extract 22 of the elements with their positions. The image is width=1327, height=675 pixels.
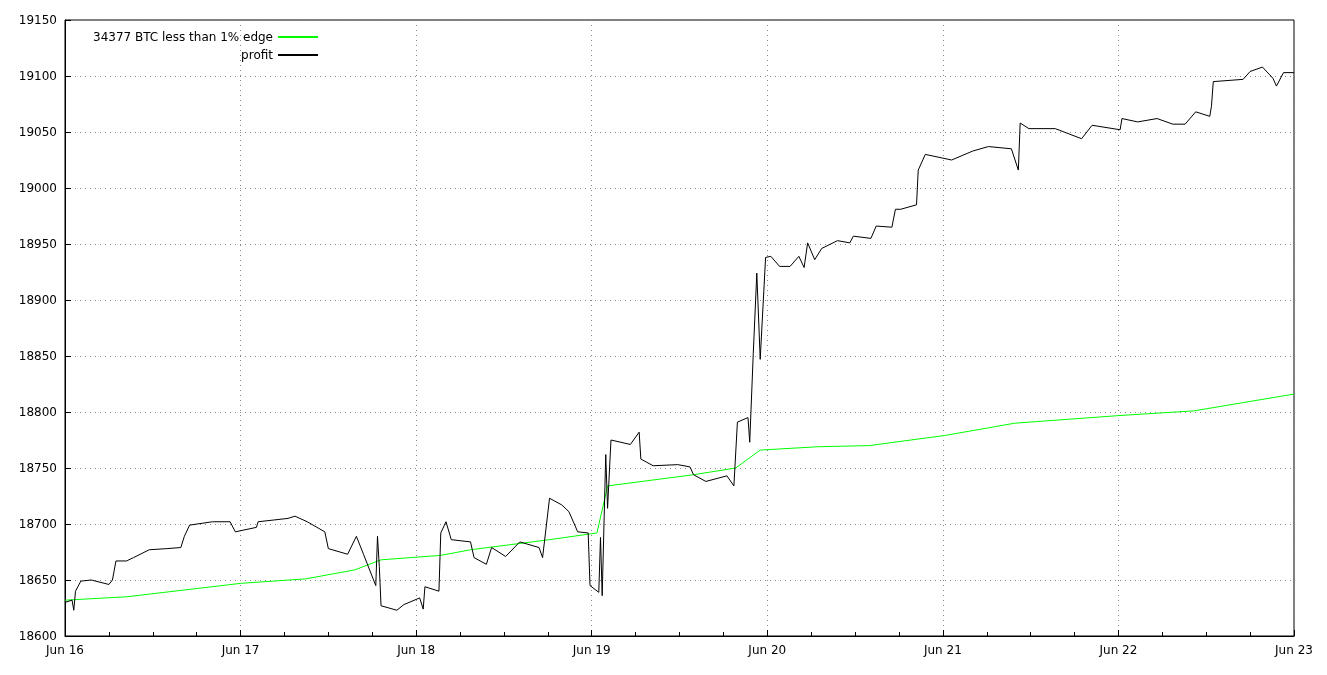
y-tick-label: 18700 [18,517,57,531]
y-tick-label: 18850 [18,349,57,363]
legend-label: 34377 BTC less than 1% edge [93,30,274,44]
x-tick-label: Jun 16 [45,643,84,657]
y-tick-label: 19100 [18,69,57,83]
y-tick-label: 18950 [18,237,57,251]
x-tick-label: Jun 20 [747,643,787,657]
y-tick-label: 19150 [18,13,57,27]
y-tick-label: 18650 [18,573,57,587]
y-tick-label: 19050 [18,125,57,139]
x-tick-label: Jun 19 [571,643,611,657]
y-tick-label: 18900 [18,293,57,307]
x-tick-label: Jun 21 [922,643,962,657]
x-tick-label: Jun 18 [396,643,436,657]
y-tick-label: 18600 [18,629,57,643]
x-tick-label: Jun 23 [1274,643,1313,657]
x-tick-label: Jun 22 [1098,643,1138,657]
x-tick-label: Jun 17 [220,643,260,657]
y-tick-label: 19000 [18,181,57,195]
y-tick-label: 18800 [18,405,57,419]
legend-label: profit [241,48,274,62]
y-tick-label: 18750 [18,461,57,475]
